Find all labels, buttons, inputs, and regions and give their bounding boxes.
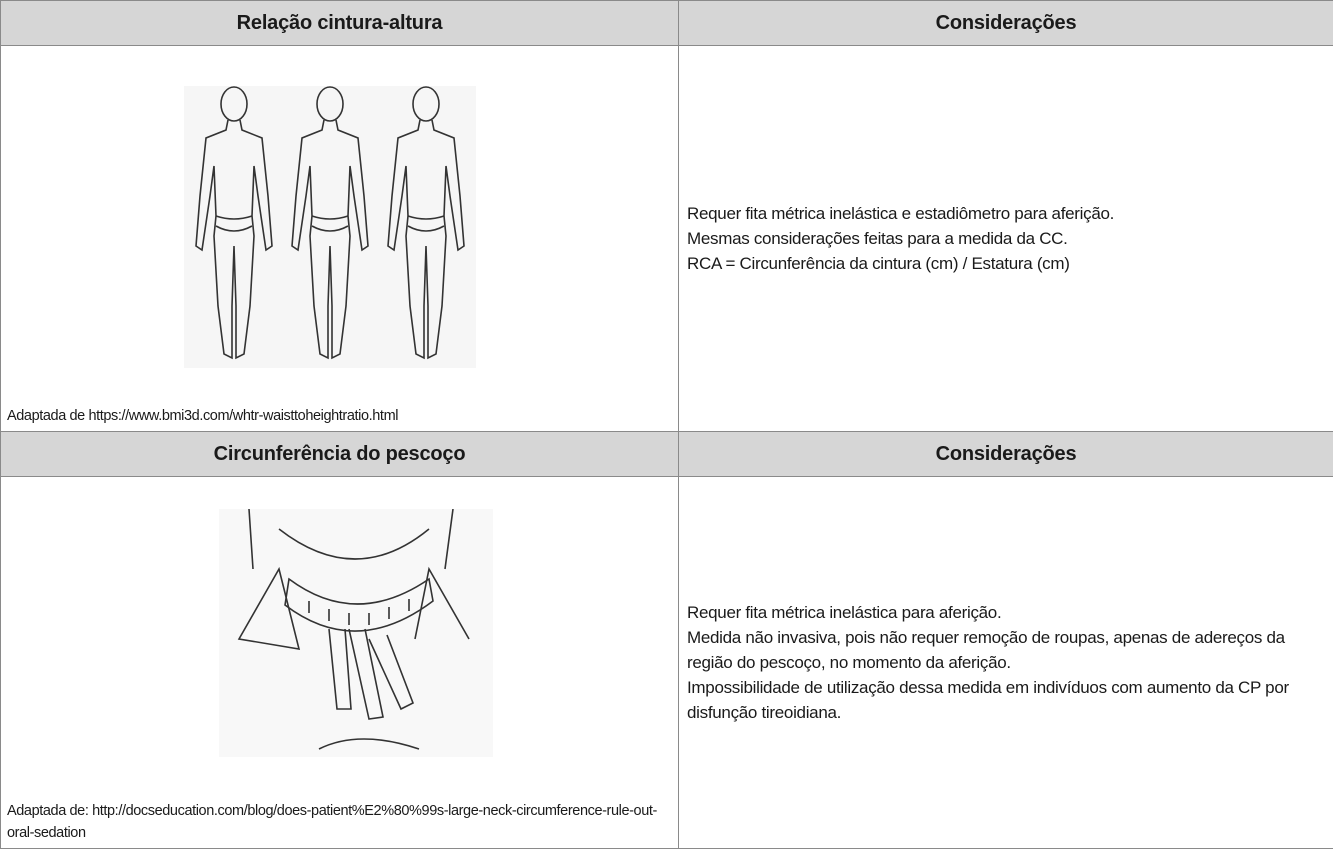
note: Impossibilidade de utilização dessa medi… [687, 678, 1289, 722]
notes-cell: Requer fita métrica inelástica e estadiô… [678, 45, 1333, 432]
header-row: Circunferência do pescoço Considerações [0, 431, 1333, 477]
note: Mesmas considerações feitas para a medid… [687, 229, 1068, 248]
header: Considerações [678, 431, 1333, 477]
header: Considerações [678, 0, 1333, 46]
note: Requer fita métrica inelástica para afer… [687, 603, 1002, 622]
notes-cell: Requer fita métrica inelástica para afer… [678, 476, 1333, 849]
neck-figure [219, 509, 493, 757]
note: Medida não invasiva, pois não requer rem… [687, 628, 1285, 672]
header: Relação cintura-altura [0, 0, 679, 46]
body-row: Adaptada de: http://docseducation.com/bl… [0, 476, 1333, 849]
caption: Adaptada de https://www.bmi3d.com/whtr-w… [7, 408, 399, 424]
body-figure [184, 86, 476, 368]
caption: Adaptada de: http://docseducation.com/bl… [7, 803, 657, 841]
note: RCA = Circunferência da cintura (cm) / E… [687, 254, 1070, 273]
body-row: Adaptada de https://www.bmi3d.com/whtr-w… [0, 45, 1333, 432]
header: Circunferência do pescoço [0, 431, 679, 477]
figure-cell: Adaptada de https://www.bmi3d.com/whtr-w… [0, 45, 679, 432]
note: Requer fita métrica inelástica e estadiô… [687, 204, 1115, 223]
header-row: Relação cintura-altura Considerações [0, 0, 1333, 46]
figure-cell: Adaptada de: http://docseducation.com/bl… [0, 476, 679, 849]
